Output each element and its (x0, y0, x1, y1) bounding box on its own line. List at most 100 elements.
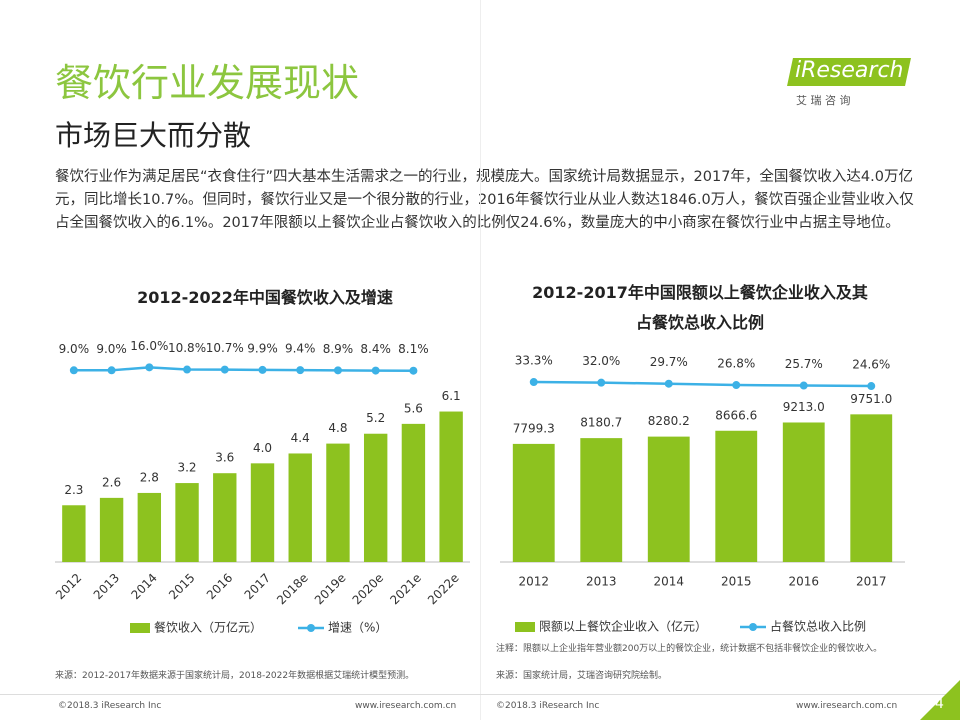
logo-sub: 艾 瑞 咨 询 (796, 94, 851, 107)
bar (512, 443, 555, 562)
footer-line (0, 694, 960, 695)
line-point (732, 381, 741, 390)
data-label: 29.7% (650, 355, 688, 369)
data-label: 26.8% (717, 357, 755, 371)
url: www.iresearch.com.cn (796, 701, 898, 711)
data-label: 8.9% (323, 342, 354, 356)
data-label: 5.6 (404, 401, 423, 415)
divider (480, 0, 481, 720)
legend-label: 占餐饮总收入比例 (770, 619, 866, 634)
line (533, 380, 872, 388)
legend-swatch (130, 623, 150, 633)
data-label: 25.7% (785, 357, 823, 371)
data-label: 10.8% (168, 341, 206, 355)
line-point (409, 366, 418, 375)
copyright: ©2018.3 iResearch Inc (58, 701, 162, 711)
bar (99, 497, 124, 562)
data-label: 2.6 (102, 475, 121, 489)
chart-title: 2012-2022年中国餐饮收入及增速 (137, 288, 393, 307)
line-point (867, 382, 876, 391)
legend-swatch (749, 623, 757, 631)
title: 餐饮行业发展现状 (55, 61, 360, 105)
bar (250, 463, 275, 562)
x-tick-label: 2014 (128, 571, 159, 602)
data-label: 8280.2 (648, 414, 690, 428)
legend-label: 限额以上餐饮企业收入（亿元） (539, 619, 707, 634)
data-label: 3.2 (177, 461, 196, 475)
x-tick-label: 2014 (653, 575, 684, 589)
corner (920, 680, 960, 720)
chart-title: 2012-2017年中国限额以上餐饮企业收入及其占餐饮总收入比例 (532, 283, 868, 332)
copyright: ©2018.3 iResearch Inc (496, 701, 600, 711)
line-point (333, 366, 342, 375)
line-point (69, 366, 78, 375)
data-label: 3.6 (215, 451, 234, 465)
line-point (664, 379, 673, 388)
x-tick-label: 2016 (788, 575, 819, 589)
line-point (183, 365, 192, 374)
data-label: 9213.0 (783, 400, 825, 414)
bar (175, 483, 199, 562)
logo: iResearch (795, 58, 904, 83)
bar (62, 505, 86, 562)
x-tick-label: 2018e (274, 571, 311, 608)
data-label: 7799.3 (513, 421, 555, 435)
data-label: 5.2 (366, 411, 385, 425)
note: 注释：限额以上企业指年营业额200万以上的餐饮企业，统计数据不包括非餐饮企业的餐… (496, 644, 883, 654)
bar (326, 443, 350, 562)
legend-label: 增速（%） (328, 621, 387, 635)
data-label: 9.4% (285, 342, 316, 356)
data-label: 8.4% (360, 342, 391, 356)
bar (439, 411, 463, 562)
line-point (107, 366, 116, 375)
x-tick-label: 2015 (721, 575, 752, 589)
line-point (597, 378, 606, 387)
line-point (529, 378, 538, 387)
bar (850, 414, 893, 562)
legend-label: 餐饮收入（万亿元） (154, 620, 262, 635)
data-label: 2.8 (140, 470, 159, 484)
x-tick-label: 2021e (387, 571, 424, 608)
bar (580, 438, 623, 562)
body-text: 餐饮行业作为满足居民“衣食住行”四大基本生活需求之一的行业，规模庞大。国家统计局… (55, 169, 914, 231)
data-label: 16.0% (130, 339, 168, 353)
subtitle: 市场巨大而分散 (55, 119, 252, 152)
line-point (799, 381, 808, 390)
data-label: 8.1% (398, 342, 429, 356)
source: 来源：国家统计局，艾瑞咨询研究院绘制。 (496, 671, 668, 681)
line-point (145, 363, 154, 372)
bar (213, 473, 237, 562)
line-point (296, 366, 305, 375)
line-point (220, 365, 229, 374)
x-tick-label: 2012 (53, 571, 84, 602)
line-point (371, 366, 380, 375)
data-label: 8180.7 (580, 416, 622, 430)
data-label: 32.0% (582, 354, 620, 368)
bar (363, 433, 388, 562)
data-label: 4.0 (253, 441, 272, 455)
bar (137, 492, 162, 562)
note: 来源：2012-2017年数据来源于国家统计局，2018-2022年数据根据艾瑞… (55, 671, 415, 681)
x-tick-label: 2019e (312, 571, 349, 608)
data-label: 8666.6 (715, 408, 757, 422)
data-label: 9.0% (59, 342, 90, 356)
x-tick-label: 2012 (518, 575, 549, 589)
x-tick-label: 2017 (242, 571, 273, 602)
x-tick-label: 2022e (425, 571, 462, 608)
x-tick-label: 2015 (166, 571, 197, 602)
data-label: 10.7% (206, 341, 244, 355)
page-number: 4 (935, 696, 944, 712)
legend-swatch (515, 622, 535, 632)
line-point (258, 365, 267, 374)
data-label: 9.0% (96, 342, 127, 356)
data-label: 9751.0 (850, 392, 892, 406)
bar (288, 453, 312, 562)
data-label: 4.4 (291, 431, 310, 445)
x-tick-label: 2020e (350, 571, 387, 608)
data-label: 6.1 (442, 389, 461, 403)
bar (782, 422, 825, 562)
legend-swatch (307, 624, 315, 632)
bar (647, 436, 690, 562)
